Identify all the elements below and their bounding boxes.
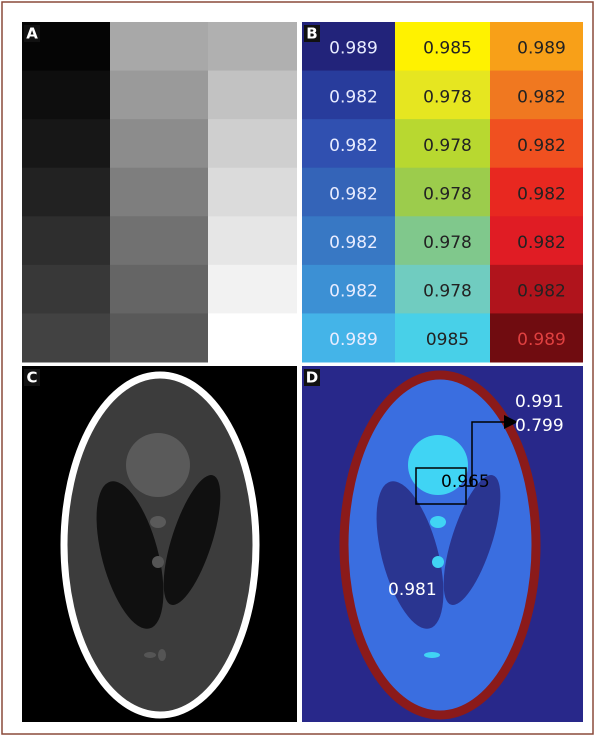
gray-cell (22, 168, 110, 217)
gray-cell (110, 71, 208, 120)
gray-cell (208, 265, 297, 314)
annotation: 0.991 (515, 392, 564, 412)
page: {"panels":[ {"label":"A"}, {"label":"B",… (0, 0, 595, 740)
cell-value: 0.989 (517, 39, 566, 59)
gray-cell (110, 119, 208, 168)
cell-value: 0.982 (517, 136, 566, 156)
gray-cell (110, 22, 208, 71)
cell-value: 0.982 (517, 233, 566, 253)
gray-cell (110, 168, 208, 217)
cell-value: 0.989 (329, 330, 378, 350)
gray-cell (208, 71, 297, 120)
figure: 0.989 0.985 0.989 0.982 0.978 0.982 0.982 0.978… (0, 0, 595, 736)
annotation: 0.799 (515, 416, 564, 436)
cell-value: 0.978 (423, 233, 472, 253)
gray-cell (208, 216, 297, 265)
cell-value: 0.982 (329, 184, 378, 204)
gray-cell (22, 265, 110, 314)
gray-cell (22, 71, 110, 120)
cell-value: 0.982 (329, 136, 378, 156)
cell-value: 0.982 (517, 282, 566, 302)
cell-value: 0.982 (517, 87, 566, 107)
gray-cell (208, 168, 297, 217)
annotation: 0.965 (441, 472, 490, 492)
panel-a (22, 22, 297, 363)
gray-cell (110, 265, 208, 314)
cell-value: 0.978 (423, 87, 472, 107)
panel-b: 0.989 0.985 0.989 0.982 0.978 0.982 0.982 0.978… (302, 22, 583, 363)
annotation: 0.981 (388, 580, 437, 600)
panel-c (22, 366, 297, 722)
cell-value: 0.985 (423, 39, 472, 59)
gray-cell (22, 119, 110, 168)
cell-value: 0985 (426, 330, 469, 350)
cell-value: 0.982 (329, 87, 378, 107)
cell-value: 0.982 (329, 233, 378, 253)
gray-cell (22, 216, 110, 265)
cell-value: 0.982 (517, 184, 566, 204)
cell-value: 0.978 (423, 184, 472, 204)
gray-cell (208, 119, 297, 168)
gray-cell (22, 313, 110, 362)
cell-value: 0.978 (423, 136, 472, 156)
gray-cell (110, 313, 208, 362)
panel-label: D (306, 369, 318, 387)
gray-cell (110, 216, 208, 265)
cell-value: 0.978 (423, 282, 472, 302)
gray-cell (208, 313, 297, 362)
cell-value: 0.989 (329, 39, 378, 59)
panel-label: C (26, 369, 37, 387)
cell-value: 0.989 (517, 330, 566, 350)
panel-label: B (306, 25, 317, 43)
panel-label: A (26, 25, 38, 43)
cell-value: 0.982 (329, 282, 378, 302)
gray-cell (208, 22, 297, 71)
